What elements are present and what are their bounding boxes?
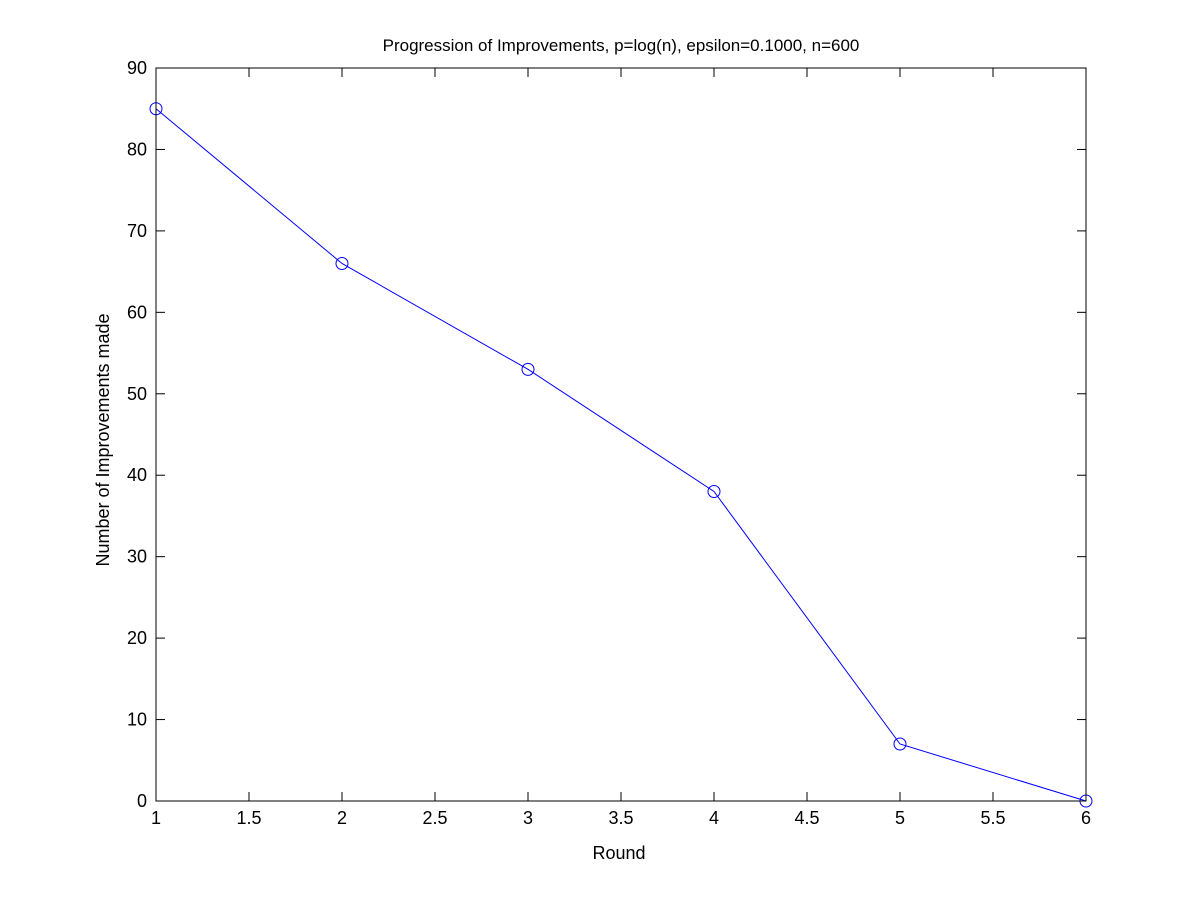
chart-title: Progression of Improvements, p=log(n), e… bbox=[383, 36, 860, 55]
data-point bbox=[707, 485, 721, 499]
y-tick-label: 80 bbox=[127, 139, 147, 159]
series-group bbox=[149, 102, 1093, 808]
data-point bbox=[521, 362, 535, 376]
y-tick-label: 90 bbox=[127, 58, 147, 78]
x-tick-label: 3 bbox=[523, 808, 533, 828]
x-tick-label: 4.5 bbox=[794, 808, 819, 828]
plot-background bbox=[156, 68, 1086, 801]
x-tick-label: 6 bbox=[1081, 808, 1091, 828]
series-line bbox=[155, 108, 1087, 802]
y-tick-label: 50 bbox=[127, 384, 147, 404]
data-point bbox=[335, 256, 349, 270]
x-tick-label: 3.5 bbox=[608, 808, 633, 828]
y-tick-label: 70 bbox=[127, 221, 147, 241]
plot-frame bbox=[155, 67, 1087, 802]
x-tick-label: 2 bbox=[337, 808, 347, 828]
x-tick-label: 4 bbox=[709, 808, 719, 828]
y-axis-label: Number of Improvements made bbox=[93, 313, 113, 566]
x-tick-label: 1.5 bbox=[236, 808, 261, 828]
x-tick-label: 2.5 bbox=[422, 808, 447, 828]
data-point bbox=[893, 737, 907, 751]
y-tick-label: 30 bbox=[127, 547, 147, 567]
y-tick-label: 10 bbox=[127, 710, 147, 730]
x-tick-label: 5.5 bbox=[980, 808, 1005, 828]
x-tick-label: 1 bbox=[151, 808, 161, 828]
y-tick-label: 40 bbox=[127, 465, 147, 485]
y-tick-label: 0 bbox=[137, 791, 147, 811]
x-axis-label: Round bbox=[592, 843, 645, 863]
y-tick-label: 60 bbox=[127, 302, 147, 322]
x-tick-label: 5 bbox=[895, 808, 905, 828]
y-tick-label: 20 bbox=[127, 628, 147, 648]
